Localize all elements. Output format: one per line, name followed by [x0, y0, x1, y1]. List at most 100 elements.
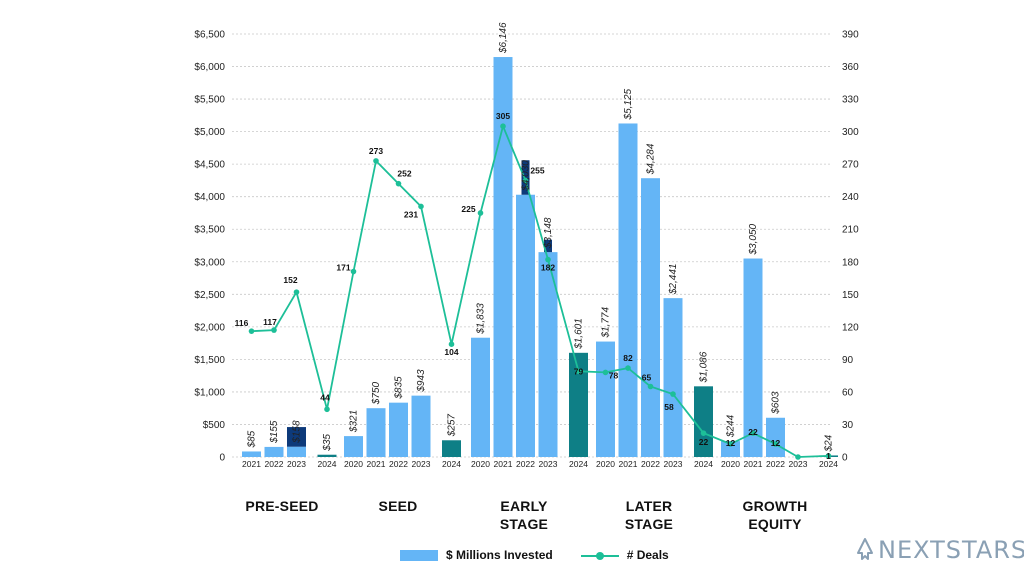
deals-line-layer	[248, 123, 832, 460]
deals-value-label: 1	[826, 451, 831, 461]
deals-value-label: 152	[283, 275, 297, 285]
year-tick-label: 2021	[494, 459, 513, 469]
bar	[538, 252, 558, 457]
right-tick-label: 360	[842, 62, 859, 73]
deals-point	[395, 180, 402, 187]
left-tick-label: 0	[219, 453, 225, 464]
bar-value-label: $5,125	[623, 88, 634, 120]
bar-value-label: $1,833	[476, 303, 487, 335]
bar-value-label: $24	[824, 434, 835, 452]
year-tick-label: 2024	[569, 459, 588, 469]
bar	[641, 178, 660, 458]
deals-value-label: 82	[623, 353, 633, 363]
deals-point	[248, 328, 255, 334]
bar	[242, 451, 261, 457]
bar	[493, 57, 513, 457]
year-tick-label: 2024	[318, 459, 337, 469]
bar	[287, 446, 306, 457]
deals-point	[324, 406, 330, 413]
deals-value-label: 182	[541, 263, 555, 273]
deals-point	[522, 177, 529, 184]
year-tick-label: 2021	[619, 459, 638, 469]
bar-overlay	[544, 239, 552, 253]
right-tick-label: 330	[842, 95, 859, 106]
right-tick-label: 0	[842, 453, 848, 464]
rocket-logo-icon	[857, 538, 873, 560]
left-tick-label: $1,500	[194, 355, 225, 366]
left-axis: 0 $500 $1,000 $1,500 $2,000 $2,500 $3,000 $3,50…	[194, 30, 225, 464]
legend: $ Millions Invested # Deals	[400, 548, 669, 562]
bar	[411, 395, 431, 457]
deals-value-label: 12	[771, 438, 781, 448]
bar-value-label: $244	[726, 414, 737, 438]
bar	[721, 441, 740, 457]
bar-value-label: $603	[771, 391, 782, 415]
group-label-growth-equity: GROWTH EQUITY	[742, 498, 808, 532]
bar-value-label: $35	[322, 434, 333, 452]
bar-value-label: $2,441	[668, 264, 679, 296]
bar-value-label: $3,148	[543, 217, 554, 249]
deals-value-label: 225	[461, 204, 475, 214]
bars-layer	[242, 57, 838, 458]
bar-value-label: $750	[371, 382, 382, 406]
bar	[694, 386, 713, 457]
deals-value-label: 22	[748, 427, 758, 437]
deals-point	[750, 430, 756, 436]
deals-value-label: 78	[609, 370, 619, 380]
bar-overlay	[521, 160, 530, 195]
right-axis: 0 30 60 90 120 150 180 210 240 270 300 330 360 390	[842, 30, 859, 464]
left-tick-label: $4,000	[194, 192, 225, 203]
bar	[618, 123, 638, 457]
deals-value-label: 44	[320, 392, 330, 402]
right-tick-label: 240	[842, 192, 859, 203]
deals-point	[602, 369, 609, 376]
left-tick-label: $4,500	[194, 160, 225, 171]
bar	[516, 194, 535, 458]
right-tick-label: 210	[842, 225, 859, 236]
bar-value-label: $6,146	[498, 22, 509, 54]
deals-point	[825, 453, 832, 459]
bar	[663, 298, 683, 457]
deals-value-label: 65	[642, 373, 652, 383]
year-tick-label: 2022	[766, 459, 785, 469]
right-tick-label: 300	[842, 127, 859, 138]
deals-point	[373, 158, 379, 164]
bar	[366, 408, 386, 457]
deals-point	[772, 441, 779, 447]
left-tick-label: $1,000	[194, 387, 225, 398]
right-tick-label: 120	[842, 322, 859, 333]
year-tick-label: 2022	[516, 459, 535, 469]
year-tick-label: 2024	[819, 459, 838, 469]
bar-value-label: $321	[349, 410, 360, 433]
year-tick-label: 2021	[242, 459, 261, 469]
deals-value-label: 231	[404, 209, 418, 219]
bar	[317, 454, 337, 457]
deals-point	[448, 341, 455, 348]
year-tick-label: 2022	[641, 459, 660, 469]
bar	[471, 337, 490, 457]
bar-value-label: $3,050	[748, 223, 759, 255]
year-tick-label: 2022	[389, 459, 408, 469]
year-tick-label: 2023	[664, 459, 683, 469]
deals-value-label: 12	[726, 438, 736, 448]
year-tick-label: 2024	[442, 459, 461, 469]
brand-name: NEXTSTARS	[878, 536, 1024, 564]
year-tick-label: 2023	[287, 459, 306, 469]
deals-value-label: 22	[699, 437, 709, 447]
year-tick-label: 2020	[596, 459, 615, 469]
bar-value-label: $4,284	[646, 143, 657, 175]
left-tick-label: $3,000	[194, 257, 225, 268]
bar-value-label: $1,601	[574, 318, 585, 350]
deals-point	[647, 383, 654, 390]
legend-bar-swatch	[400, 549, 438, 561]
year-tick-label: 2021	[744, 459, 763, 469]
bar-value-label: $158	[292, 420, 303, 444]
right-tick-label: 180	[842, 257, 859, 268]
year-tick-label: 2024	[694, 459, 713, 469]
deals-value-label: 273	[369, 146, 383, 156]
bar-value-label: $85	[247, 430, 258, 448]
brand-logo: NEXTSTARS	[852, 536, 1024, 564]
bar-value-label: $1,774	[601, 307, 612, 339]
year-tick-label: 2023	[539, 459, 558, 469]
group-label-early-stage: EARLY STAGE	[499, 498, 549, 532]
